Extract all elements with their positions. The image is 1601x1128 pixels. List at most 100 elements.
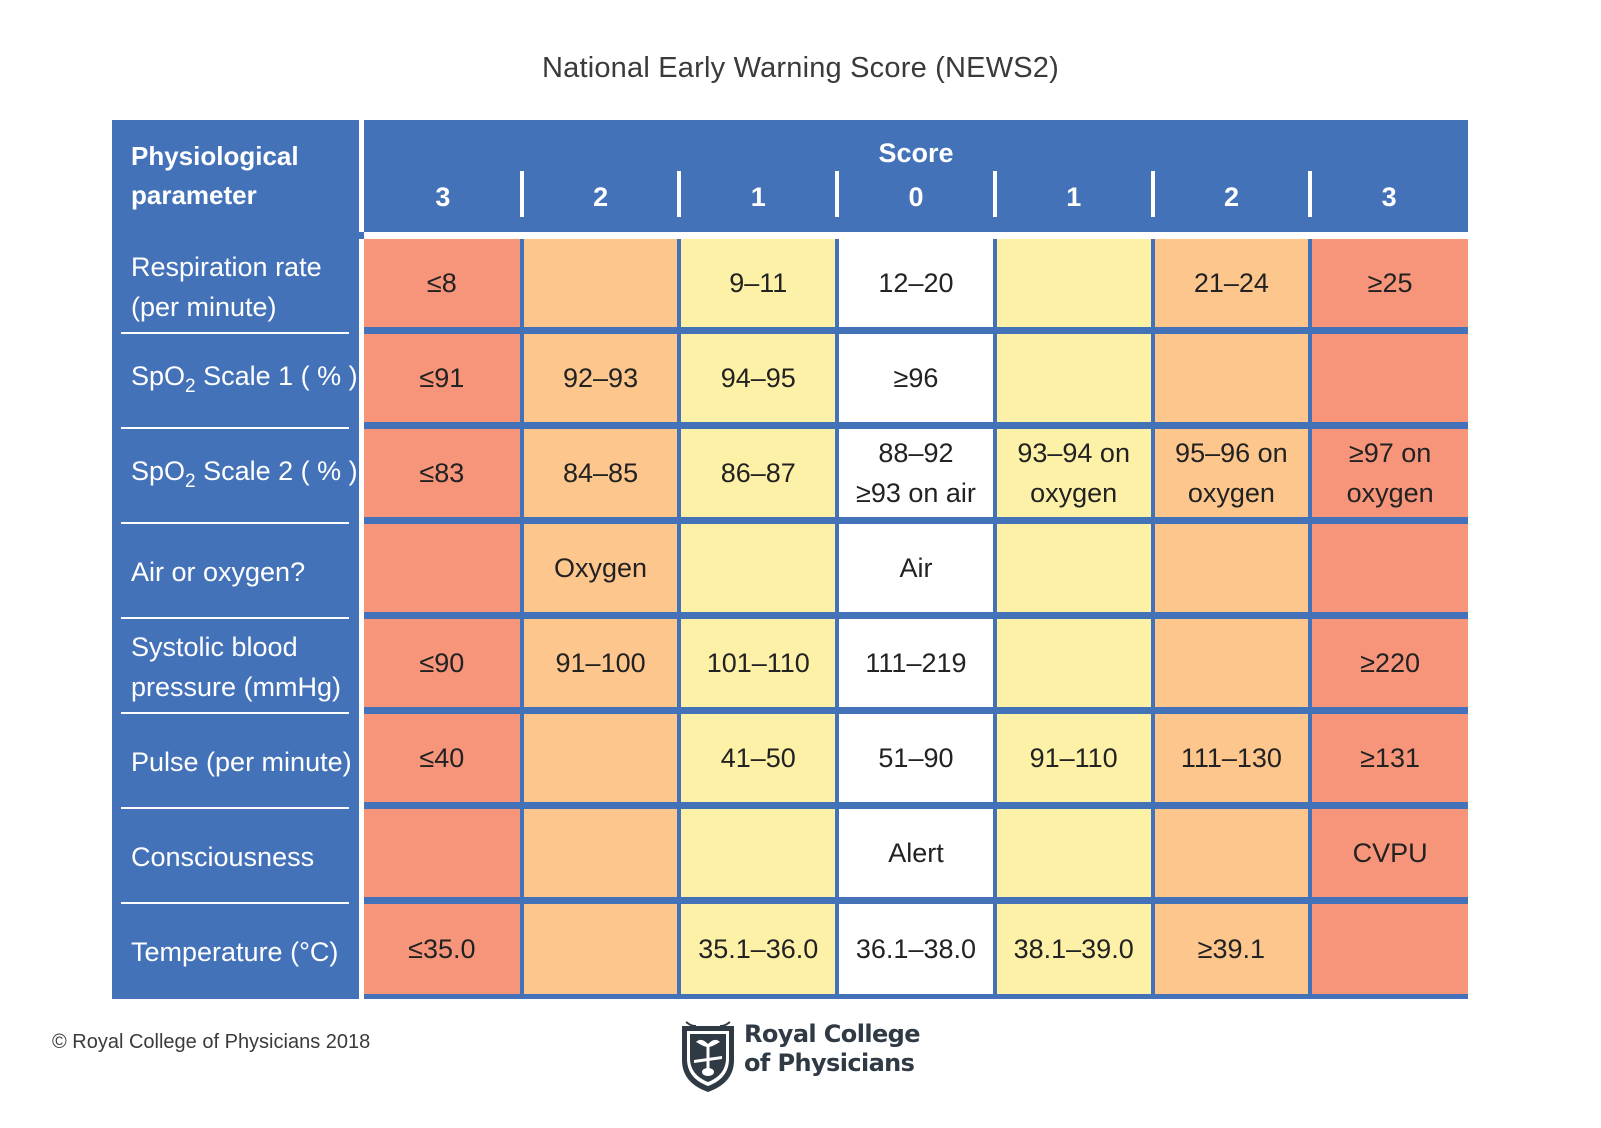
score-cell xyxy=(994,809,1153,904)
table-row: SpO2 Scale 2 ( % ) ≤83 84–85 86–87 88–92 ≥93… xyxy=(112,429,1468,524)
score-col-header: 1 xyxy=(992,171,1153,224)
score-cell: 86–87 xyxy=(679,429,838,524)
parameter-label: Air or oxygen? xyxy=(112,524,364,619)
table-row: Air or oxygen? Oxygen Air xyxy=(112,524,1468,619)
score-cell: 91–110 xyxy=(994,714,1153,809)
score-cell: 91–100 xyxy=(521,619,680,714)
rcp-crest-icon xyxy=(682,1021,734,1092)
parameter-label: SpO2 Scale 2 ( % ) xyxy=(112,429,364,524)
score-cell xyxy=(679,809,838,904)
score-header-title: Score xyxy=(878,138,954,168)
parameter-text: Respiration rate xyxy=(131,251,322,282)
score-cell xyxy=(1152,809,1311,904)
score-cell xyxy=(1310,524,1468,619)
score-cell: 51–90 xyxy=(837,714,995,809)
param-column-header: Physiological parameter xyxy=(112,120,364,232)
score-cell: ≥39.1 xyxy=(1152,904,1311,999)
score-cell: ≤90 xyxy=(364,619,522,714)
score-cell xyxy=(1310,334,1468,429)
table-row: Consciousness Alert CVPU xyxy=(112,809,1468,904)
score-col-header: 1 xyxy=(677,171,837,224)
score-col-header: 3 xyxy=(435,182,451,212)
parameter-label: Consciousness xyxy=(112,809,364,904)
parameter-label: Systolic blood pressure (mmHg) xyxy=(112,619,364,714)
table-row: Temperature (°C) ≤35.0 35.1–36.0 36.1–38.0 3… xyxy=(112,904,1468,999)
score-col-header: 2 xyxy=(519,171,680,224)
news2-score-table: Physiological parameter Score 3 2 1 0 1 … xyxy=(112,120,1468,999)
table-body: Respiration rate (per minute) ≤8 9–11 12–20 2… xyxy=(112,239,1468,999)
score-cell: 111–219 xyxy=(837,619,995,714)
parameter-text: pressure (mmHg) xyxy=(131,671,342,702)
score-cell: ≥96 xyxy=(837,334,995,429)
score-cell: Air xyxy=(837,524,995,619)
score-cell: ≤35.0 xyxy=(364,904,522,999)
parameter-text: SpO xyxy=(131,456,186,486)
param-header-line-2: parameter xyxy=(131,180,257,210)
logo-text-line-1: Royal College xyxy=(744,1020,920,1048)
parameter-text: Consciousness xyxy=(131,841,315,872)
score-cell: 93–94 on oxygen xyxy=(994,429,1153,524)
score-cell: 36.1–38.0 xyxy=(837,904,995,999)
parameter-text: Systolic blood xyxy=(131,631,298,662)
table-row: Pulse (per minute) ≤40 41–50 51–90 91–110 111… xyxy=(112,714,1468,809)
score-cell: ≤8 xyxy=(364,239,522,334)
parameter-text: (per minute) xyxy=(131,291,277,322)
score-cell xyxy=(521,239,680,334)
parameter-text: Scale 2 ( % ) xyxy=(195,456,358,486)
score-cell: ≥220 xyxy=(1310,619,1468,714)
header-spacer xyxy=(112,232,1468,239)
score-cell xyxy=(994,524,1153,619)
score-cell: 92–93 xyxy=(521,334,680,429)
score-cell xyxy=(521,809,680,904)
table-header-row: Physiological parameter Score 3 2 1 0 1 … xyxy=(112,120,1468,232)
score-cell xyxy=(1152,524,1311,619)
parameter-text: Temperature (°C) xyxy=(131,936,339,967)
logo-text-line-2: of Physicians xyxy=(744,1049,915,1077)
score-cell xyxy=(679,524,838,619)
table-row: Respiration rate (per minute) ≤8 9–11 12–20 2… xyxy=(112,239,1468,334)
score-cell: Oxygen xyxy=(521,524,680,619)
score-cell xyxy=(994,239,1153,334)
score-cell xyxy=(1152,619,1311,714)
score-cell: ≥131 xyxy=(1310,714,1468,809)
score-cell: 88–92 ≥93 on air xyxy=(837,429,995,524)
score-column-header: Score 3 2 1 0 1 2 3 xyxy=(364,120,1468,232)
rcp-logo: Royal College of Physicians xyxy=(678,1018,920,1096)
page-title: National Early Warning Score (NEWS2) xyxy=(541,52,1059,84)
score-col-header: 2 xyxy=(1150,171,1311,224)
score-cell: ≥25 xyxy=(1310,239,1468,334)
parameter-label: SpO2 Scale 1 ( % ) xyxy=(112,334,364,429)
score-cell xyxy=(521,714,680,809)
copyright-text: © Royal College of Physicians 2018 xyxy=(52,1031,371,1053)
score-cell: 95–96 on oxygen xyxy=(1152,429,1311,524)
parameter-subscript: 2 xyxy=(185,471,196,492)
score-cell xyxy=(364,809,522,904)
parameter-label: Pulse (per minute) xyxy=(112,714,364,809)
score-cell xyxy=(1310,904,1468,999)
table-row: SpO2 Scale 1 ( % ) ≤91 92–93 94–95 ≥96 xyxy=(112,334,1468,429)
score-cell: 84–85 xyxy=(521,429,680,524)
parameter-subscript: 2 xyxy=(185,376,196,397)
score-cell xyxy=(521,904,680,999)
score-col-header: 0 xyxy=(835,171,995,224)
score-cell: 111–130 xyxy=(1152,714,1311,809)
score-cell: 41–50 xyxy=(679,714,838,809)
score-cell xyxy=(994,619,1153,714)
score-cell: 101–110 xyxy=(679,619,838,714)
score-cell xyxy=(364,524,522,619)
score-cell: 94–95 xyxy=(679,334,838,429)
score-cell: ≤83 xyxy=(364,429,522,524)
score-cell xyxy=(994,334,1153,429)
score-cell: 38.1–39.0 xyxy=(994,904,1153,999)
parameter-label: Temperature (°C) xyxy=(112,904,364,999)
score-cell: CVPU xyxy=(1310,809,1468,904)
score-cell: 21–24 xyxy=(1152,239,1311,334)
score-cell: 12–20 xyxy=(837,239,995,334)
param-header-line-1: Physiological xyxy=(131,141,299,171)
parameter-text: Air or oxygen? xyxy=(131,556,306,587)
score-cell xyxy=(1152,334,1311,429)
score-cell: ≤40 xyxy=(364,714,522,809)
parameter-text: SpO xyxy=(131,361,186,391)
table-row: Systolic blood pressure (mmHg) ≤90 91–100 10… xyxy=(112,619,1468,714)
score-cell: Alert xyxy=(837,809,995,904)
